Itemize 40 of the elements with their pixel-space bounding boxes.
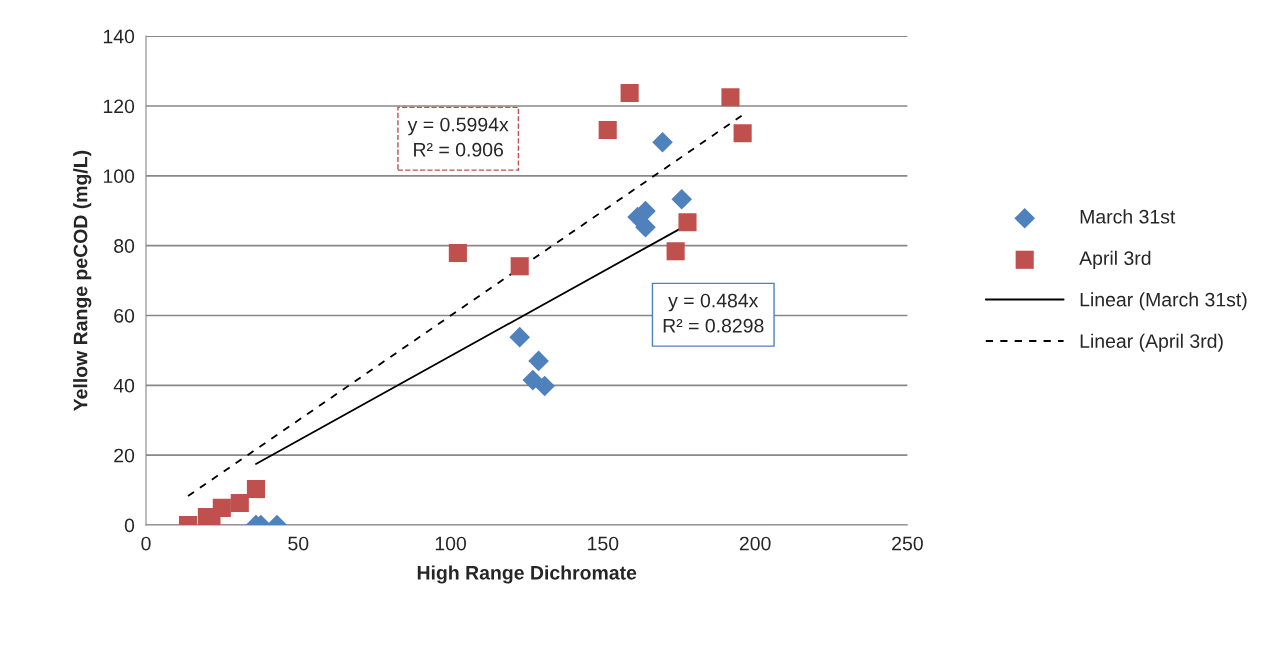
x-tick-label: 50 bbox=[288, 536, 309, 551]
point bbox=[510, 257, 529, 276]
point bbox=[528, 350, 549, 372]
point bbox=[598, 121, 617, 140]
point bbox=[509, 326, 530, 348]
y-tick-label: 20 bbox=[114, 448, 135, 463]
point bbox=[230, 493, 249, 513]
point bbox=[671, 188, 693, 210]
y-tick-label: 0 bbox=[124, 518, 135, 533]
point bbox=[534, 375, 555, 397]
point bbox=[733, 124, 752, 143]
x-tick-label: 150 bbox=[588, 536, 619, 551]
x-tick-label: 100 bbox=[435, 536, 467, 551]
point bbox=[721, 88, 740, 107]
point bbox=[635, 216, 656, 238]
legend-label: April 3rd bbox=[1079, 250, 1151, 269]
y-tick-label: 40 bbox=[113, 378, 135, 393]
legend-label: Linear (April 3rd) bbox=[1080, 333, 1223, 352]
x-tick-label: 250 bbox=[892, 536, 923, 551]
point bbox=[666, 242, 685, 261]
annotation: y = 0.5994x R² = 0.906 bbox=[407, 117, 509, 157]
point bbox=[652, 131, 673, 153]
y-tick-label: 60 bbox=[114, 308, 135, 323]
y-axis-title: Yellow Range peCOD (mg/L) bbox=[73, 150, 92, 411]
y-tick-label: 120 bbox=[103, 99, 135, 114]
y-tick-label: 80 bbox=[114, 239, 135, 253]
x-axis-title: High Range Dichromate bbox=[417, 565, 637, 584]
point bbox=[246, 480, 265, 499]
point bbox=[212, 498, 231, 517]
point bbox=[448, 243, 467, 263]
y-tick-label: 100 bbox=[103, 169, 135, 184]
legend-label: Linear (March 31st) bbox=[1080, 292, 1247, 311]
y-tick-label: 140 bbox=[103, 29, 135, 44]
point bbox=[678, 213, 697, 232]
point bbox=[635, 200, 656, 222]
legend-label: March 31st bbox=[1080, 209, 1176, 224]
x-tick-label: 200 bbox=[739, 536, 771, 551]
point bbox=[620, 83, 639, 103]
annotation: y = 0.484x R² = 0.8298 bbox=[663, 293, 764, 333]
x-tick-label: 0 bbox=[141, 536, 151, 551]
